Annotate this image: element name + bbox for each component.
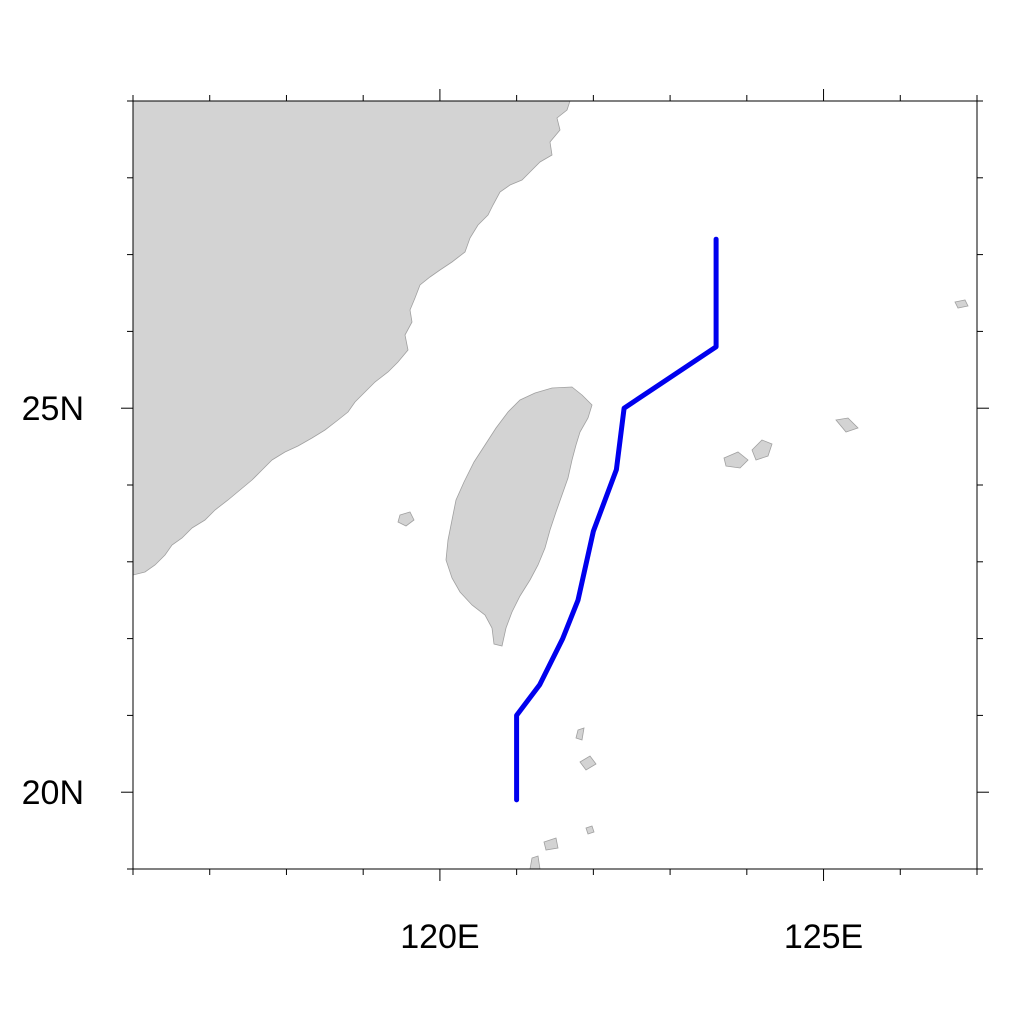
ryukyu-island-4: [954, 299, 969, 309]
axis-ticks: [121, 89, 989, 881]
storm-track-line: [514, 236, 719, 803]
land-layer: [133, 101, 969, 869]
penghu-islands: [397, 511, 415, 527]
babuyan-island-2: [585, 825, 595, 835]
mainland-landmass: [133, 101, 571, 576]
batanes-island-2: [579, 755, 597, 771]
ryukyu-island-1: [723, 451, 749, 469]
batanes-island-1: [575, 727, 585, 741]
taiwan-island: [445, 386, 593, 647]
x-tick-label-125e: 125E: [784, 918, 863, 956]
luzon-tip: [529, 855, 541, 869]
y-tick-label-25n: 25N: [22, 390, 84, 428]
ryukyu-island-2: [751, 439, 773, 461]
ryukyu-island-3: [835, 417, 859, 433]
y-tick-label-20n: 20N: [22, 774, 84, 812]
babuyan-island-1: [543, 837, 559, 851]
x-tick-label-120e: 120E: [400, 918, 479, 956]
